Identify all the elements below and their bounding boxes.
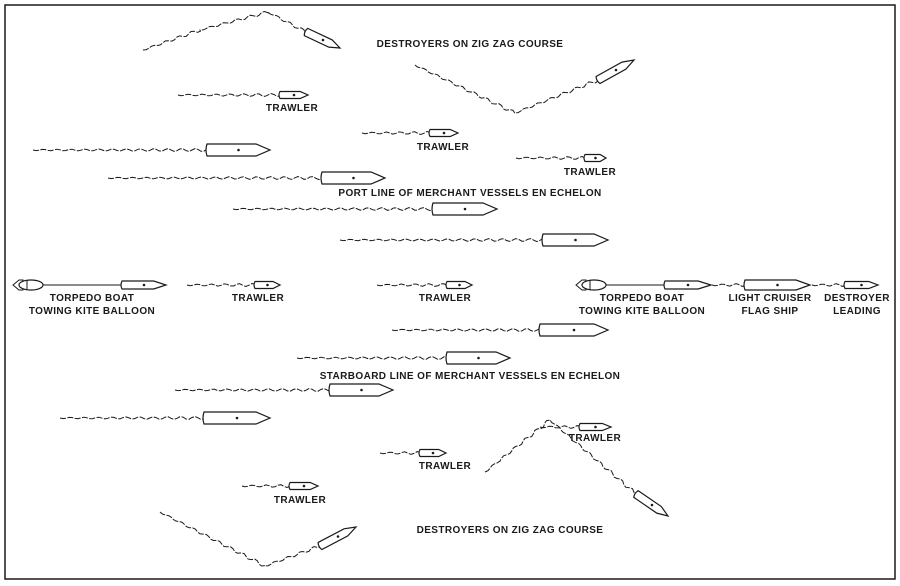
label-destroyers-top: DESTROYERS ON ZIG ZAG COURSE bbox=[377, 39, 564, 50]
label-destroyers-bottom: DESTROYERS ON ZIG ZAG COURSE bbox=[417, 525, 604, 536]
trawler-wake bbox=[376, 283, 448, 287]
trawler-wake bbox=[539, 425, 581, 429]
trawler-wake bbox=[241, 484, 291, 489]
destroyer-wake bbox=[414, 64, 599, 115]
merchant-vessel-wake bbox=[59, 415, 205, 421]
trawler-wake bbox=[361, 130, 431, 136]
light-cruiser-wake bbox=[711, 283, 746, 287]
trawler-dot bbox=[431, 451, 435, 455]
trawler-dot bbox=[594, 156, 597, 160]
label-light-cruiser: LIGHT CRUISER bbox=[729, 293, 812, 304]
merchant-vessel-dot bbox=[477, 356, 480, 360]
label-flag-ship: FLAG SHIP bbox=[742, 306, 799, 317]
destroyer-ship bbox=[303, 27, 342, 49]
merchant-vessel-wake bbox=[232, 207, 434, 212]
kite-balloon bbox=[581, 279, 607, 291]
merchant-vessel-dot bbox=[463, 207, 467, 211]
destroyer-wake bbox=[484, 419, 636, 496]
merchant-vessel-dot bbox=[574, 238, 577, 242]
trawler-dot bbox=[594, 425, 597, 429]
trawler-wake bbox=[177, 92, 281, 97]
destroyer-ship-dot bbox=[614, 68, 618, 72]
label-port-line: PORT LINE OF MERCHANT VESSELS EN ECHELON bbox=[338, 188, 601, 199]
torpedo-boat-dot bbox=[686, 283, 690, 287]
merchant-vessel-dot bbox=[235, 416, 239, 420]
trawler-dot bbox=[442, 131, 446, 135]
label-trawler: TRAWLER bbox=[417, 142, 470, 153]
light-cruiser-dot bbox=[776, 283, 779, 287]
kite-balloon bbox=[18, 279, 44, 291]
frame-border bbox=[4, 4, 896, 580]
merchant-vessel-wake bbox=[339, 238, 544, 243]
trawler-dot bbox=[292, 93, 296, 97]
trawler-dot bbox=[266, 283, 269, 287]
merchant-vessel-dot bbox=[360, 388, 363, 392]
trawler-wake bbox=[186, 282, 256, 288]
label-starboard-line: STARBOARD LINE OF MERCHANT VESSELS EN EC… bbox=[320, 371, 621, 382]
merchant-vessel-dot bbox=[237, 148, 240, 152]
merchant-vessel-wake bbox=[32, 147, 208, 153]
label-leading: LEADING bbox=[833, 306, 881, 317]
label-torpedo-boat: TORPEDO BOAT bbox=[50, 293, 134, 304]
destroyer-ship bbox=[317, 526, 358, 551]
destroyer-ship bbox=[633, 489, 670, 517]
destroyer-leading-wake bbox=[811, 283, 846, 287]
destroyer-ship-dot bbox=[321, 38, 325, 42]
destroyer-leading-dot bbox=[860, 283, 863, 287]
label-trawler: TRAWLER bbox=[232, 293, 285, 304]
label-trawler: TRAWLER bbox=[266, 103, 319, 114]
destroyer-wake bbox=[159, 511, 321, 567]
label-trawler: TRAWLER bbox=[419, 293, 472, 304]
merchant-vessel-wake bbox=[296, 355, 448, 361]
trawler-dot bbox=[302, 484, 306, 488]
label-torpedo-boat: TORPEDO BOAT bbox=[600, 293, 684, 304]
trawler-dot bbox=[458, 283, 461, 287]
label-trawler: TRAWLER bbox=[564, 167, 617, 178]
destroyer-ship-dot bbox=[650, 503, 654, 507]
trawler-wake bbox=[379, 451, 421, 455]
label-towing-kite-balloon: TOWING KITE BALLOON bbox=[29, 306, 155, 317]
trawler-wake bbox=[515, 155, 586, 160]
label-towing-kite-balloon: TOWING KITE BALLOON bbox=[579, 306, 705, 317]
merchant-vessel-wake bbox=[391, 328, 541, 333]
label-destroyer: DESTROYER bbox=[824, 293, 890, 304]
merchant-vessel-wake bbox=[174, 387, 331, 393]
merchant-vessel-dot bbox=[572, 328, 576, 332]
destroyer-ship-dot bbox=[336, 535, 340, 538]
label-trawler: TRAWLER bbox=[419, 461, 472, 472]
destroyer-ship bbox=[595, 59, 636, 85]
torpedo-boat-dot bbox=[142, 283, 146, 287]
label-trawler: TRAWLER bbox=[274, 495, 327, 506]
merchant-vessel-wake bbox=[107, 175, 323, 181]
destroyer-wake bbox=[142, 10, 306, 51]
label-trawler: TRAWLER bbox=[569, 433, 622, 444]
merchant-vessel-dot bbox=[352, 176, 355, 180]
